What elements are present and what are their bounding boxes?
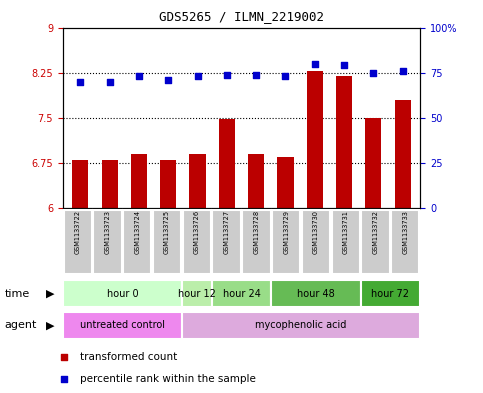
Point (135, 73, 143, 79)
Point (341, 273, 348, 279)
Bar (272, 209, 300, 274)
Bar (248, 154, 264, 208)
Point (399, 68, 407, 74)
Point (282, 73, 289, 79)
Text: GDS5265 / ILMN_2219002: GDS5265 / ILMN_2219002 (159, 10, 324, 23)
Point (194, 73, 201, 79)
Point (252, 72, 260, 78)
Bar (93, 209, 122, 274)
Point (164, 77, 172, 83)
Bar (395, 100, 411, 208)
Text: GSM1133732: GSM1133732 (372, 210, 379, 254)
Point (340, 62, 348, 69)
Bar (101, 160, 118, 208)
Bar (302, 209, 330, 274)
Bar (189, 154, 206, 208)
Text: percentile rank within the sample: percentile rank within the sample (80, 374, 256, 384)
Bar (391, 209, 420, 274)
Text: hour 72: hour 72 (371, 289, 410, 299)
Bar (72, 160, 88, 208)
Bar (183, 209, 211, 274)
Text: GSM1133729: GSM1133729 (283, 210, 289, 254)
Bar (63, 209, 92, 274)
Bar (131, 154, 147, 208)
Bar (361, 209, 390, 274)
Point (369, 70, 377, 76)
Text: transformed count: transformed count (80, 351, 177, 362)
Point (341, 68, 348, 74)
Text: time: time (5, 289, 30, 299)
Text: GSM1133726: GSM1133726 (194, 210, 200, 254)
Text: hour 12: hour 12 (178, 289, 216, 299)
Text: untreated control: untreated control (80, 320, 165, 330)
Point (311, 61, 319, 67)
Text: GSM1133722: GSM1133722 (75, 210, 81, 254)
Text: GSM1133728: GSM1133728 (254, 210, 259, 254)
Bar (242, 209, 270, 274)
Bar (182, 280, 212, 307)
Text: GSM1133723: GSM1133723 (104, 210, 111, 254)
Bar (212, 280, 271, 307)
Point (106, 79, 114, 85)
Text: ▶: ▶ (46, 289, 55, 299)
Bar (63, 312, 182, 339)
Text: ▶: ▶ (46, 320, 55, 330)
Text: GSM1133725: GSM1133725 (164, 210, 170, 254)
Bar (123, 209, 152, 274)
Point (223, 72, 231, 78)
Text: GSM1133733: GSM1133733 (402, 210, 408, 254)
Bar (63, 280, 182, 307)
Bar (277, 157, 294, 208)
Bar (271, 280, 361, 307)
Bar (160, 160, 176, 208)
Bar (336, 76, 352, 208)
Bar (331, 209, 360, 274)
Bar (361, 280, 420, 307)
Text: hour 24: hour 24 (223, 289, 260, 299)
Text: hour 0: hour 0 (107, 289, 138, 299)
Text: GSM1133727: GSM1133727 (224, 210, 229, 254)
Text: GSM1133730: GSM1133730 (313, 210, 319, 254)
Text: GSM1133731: GSM1133731 (343, 210, 349, 254)
Bar (365, 118, 382, 208)
Text: mycophenolic acid: mycophenolic acid (256, 320, 347, 330)
Text: GSM1133724: GSM1133724 (134, 210, 140, 254)
Text: hour 48: hour 48 (297, 289, 335, 299)
Bar (307, 71, 323, 208)
Bar (153, 209, 181, 274)
Bar (219, 119, 235, 208)
Bar (213, 209, 241, 274)
Point (76, 79, 84, 85)
Text: agent: agent (5, 320, 37, 330)
Bar (182, 312, 420, 339)
